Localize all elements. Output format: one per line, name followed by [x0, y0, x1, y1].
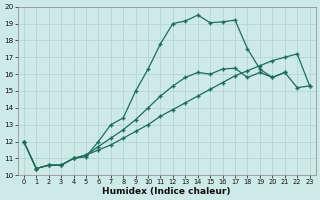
X-axis label: Humidex (Indice chaleur): Humidex (Indice chaleur)	[102, 187, 231, 196]
